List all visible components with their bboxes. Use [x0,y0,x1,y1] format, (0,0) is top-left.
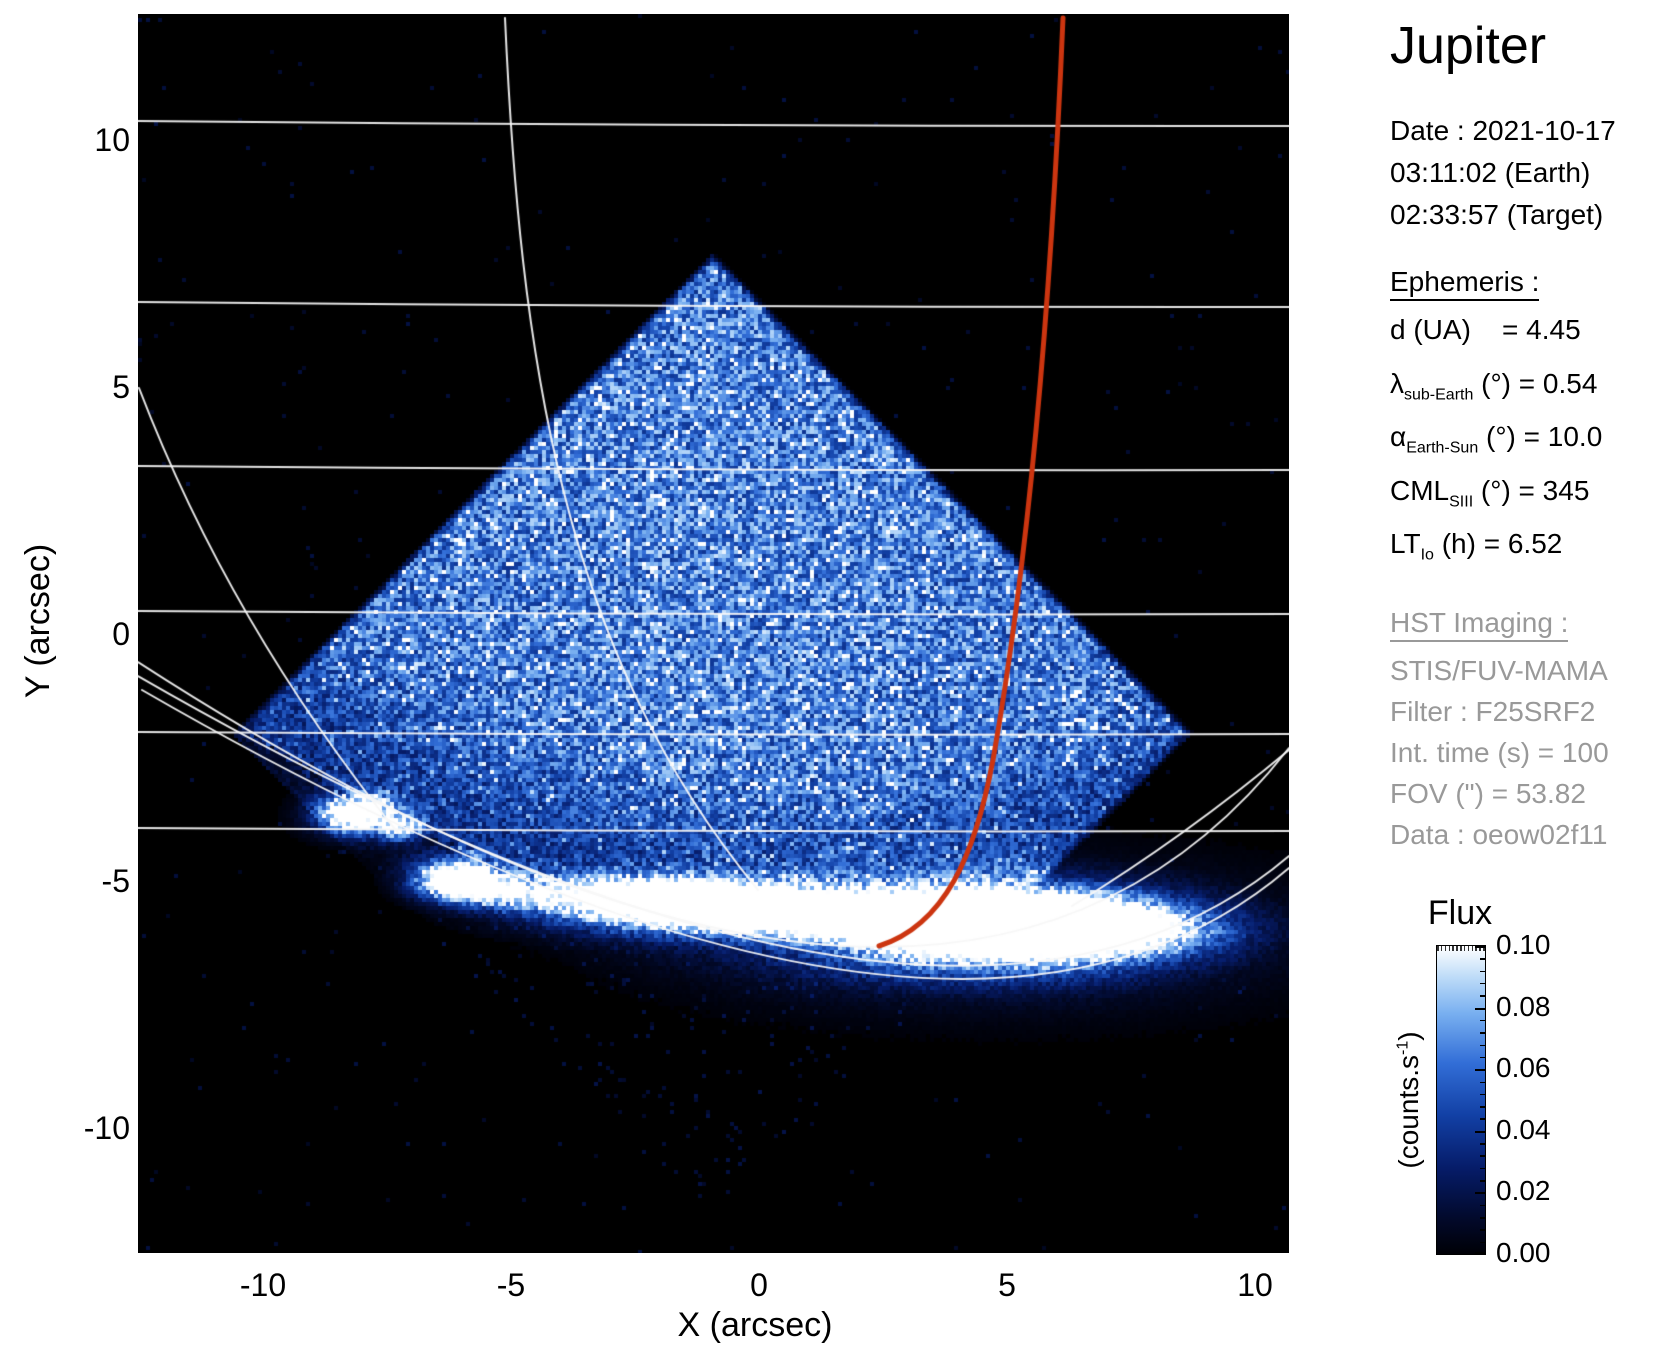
colorbar-tick-label: 0.02 [1496,1175,1551,1207]
ephemeris-row-lambda: λsub-Earth (°) = 0.54 [1390,367,1598,404]
hst-int-time-line: Int. time (s) = 100 [1390,736,1609,768]
x-tick-label: 5 [998,1267,1016,1303]
ephemeris-row-alpha: αEarth-Sun (°) = 10.0 [1390,421,1603,457]
colorbar-tick-label: 0.08 [1496,990,1551,1022]
date-line: Date : 2021-10-17 [1390,115,1616,146]
colorbar-tick-label: 0.06 [1496,1052,1551,1084]
colorbar-tick-label: 0.10 [1496,929,1551,960]
y-tick-label: 0 [112,616,130,652]
hst-imaging-heading: HST Imaging : [1390,607,1569,642]
y-tick-label: -5 [101,863,130,899]
x-tick-label: -5 [496,1267,526,1303]
ephemeris-row-lt-io: LTIo (h) = 6.52 [1390,528,1563,564]
colorbar-title: Flux [1427,894,1493,932]
colorbar [1436,945,1486,1255]
jupiter-fuv-image [138,14,1289,1253]
y-tick-label: 5 [112,369,130,405]
colorbar-tick-label: 0.04 [1496,1113,1551,1145]
earth-time-line: 03:11:02 (Earth) [1390,157,1591,188]
ephemeris-row-cml: CMLSIII (°) = 345 [1390,474,1590,511]
colorbar-tick-label: 0.00 [1496,1237,1551,1268]
info-panel: Jupiter Date : 2021-10-17 03:11:02 (Eart… [1390,16,1676,855]
hst-fov-line: FOV (") = 53.82 [1390,777,1586,809]
x-tick-label: 10 [1237,1267,1273,1303]
hst-filter-line: Filter : F25SRF2 [1390,695,1596,727]
x-tick-label: 0 [750,1267,768,1303]
colorbar-gradient [1437,946,1485,1254]
x-axis-label: X (arcsec) [677,1306,833,1344]
hst-instrument-line: STIS/FUV-MAMA [1390,654,1608,686]
y-tick-label: 10 [94,122,130,158]
y-axis-label: Y (arcsec) [19,543,57,699]
ephemeris-heading: Ephemeris : [1390,266,1540,301]
x-tick-label: -10 [239,1267,287,1303]
target-time-line: 02:33:57 (Target) [1390,199,1604,230]
colorbar-unit-label: (counts.s-1) [1393,1031,1424,1169]
y-tick-label: -10 [83,1110,130,1146]
hst-imaging-block: HST Imaging : STIS/FUV-MAMA Filter : F25… [1390,577,1676,855]
page-title: Jupiter [1390,17,1547,75]
ephemeris-row-distance: d (UA) = 4.45 [1390,314,1581,345]
plot-area [138,14,1289,1253]
hst-data-id-line: Data : oeow02f11 [1390,818,1608,850]
